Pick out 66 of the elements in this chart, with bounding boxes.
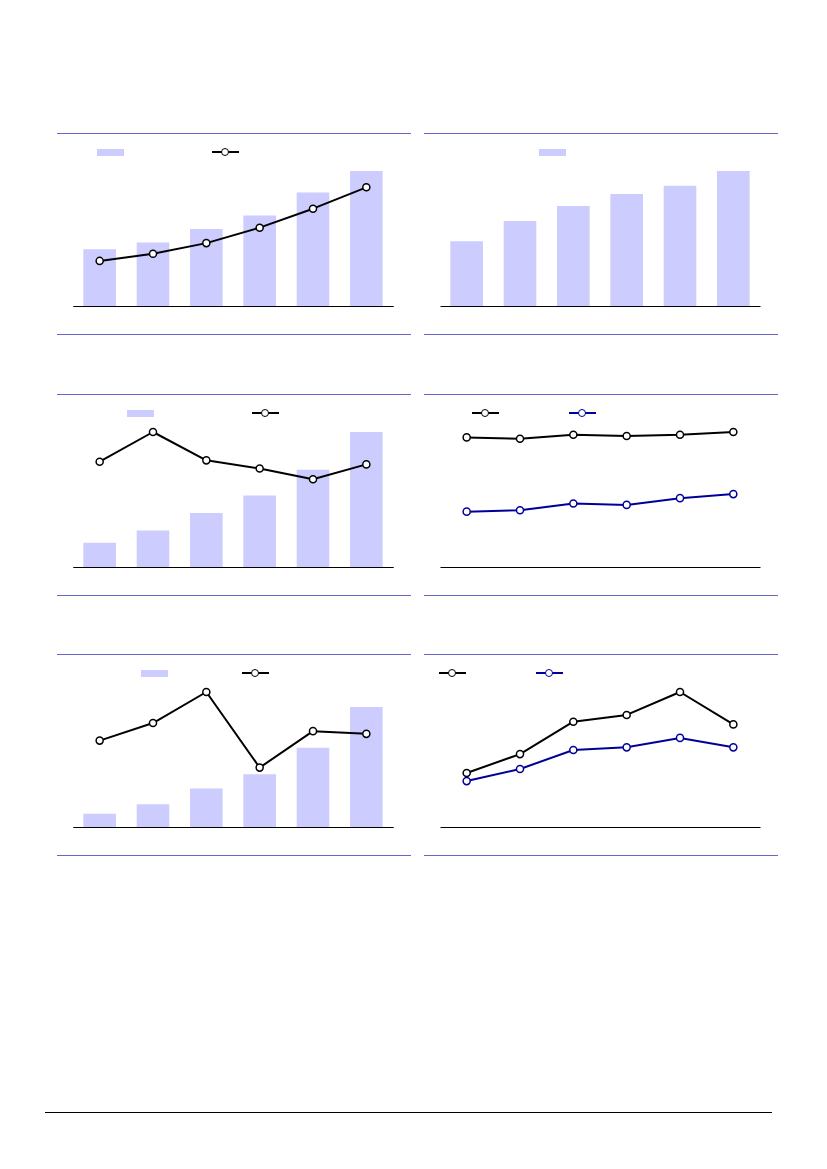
point <box>202 238 211 248</box>
point <box>675 430 685 439</box>
point <box>569 430 578 439</box>
bar <box>503 220 537 306</box>
point <box>462 776 471 786</box>
point <box>95 256 104 266</box>
point <box>255 763 264 772</box>
point <box>729 489 738 499</box>
point <box>95 736 104 745</box>
bar <box>243 774 276 827</box>
point <box>255 223 264 232</box>
bar <box>557 206 590 306</box>
point <box>462 768 471 778</box>
point <box>675 733 685 743</box>
bar <box>136 804 170 827</box>
point <box>622 500 631 510</box>
point <box>362 729 371 739</box>
bar <box>350 432 383 567</box>
bar <box>190 788 223 827</box>
point <box>362 183 371 192</box>
point <box>675 687 685 697</box>
point <box>729 720 738 729</box>
point <box>255 464 264 473</box>
bar <box>83 249 116 306</box>
point <box>515 434 525 444</box>
point <box>622 710 631 720</box>
bar <box>450 241 483 306</box>
bar <box>190 513 223 567</box>
point <box>569 499 578 508</box>
point <box>622 431 631 441</box>
bar <box>717 171 750 306</box>
point <box>515 764 525 774</box>
bar <box>136 530 170 567</box>
bar <box>83 542 116 567</box>
point <box>729 743 738 752</box>
point <box>462 433 471 442</box>
point <box>148 249 158 259</box>
bar <box>663 185 697 306</box>
point <box>569 745 578 755</box>
point <box>462 507 471 516</box>
point <box>308 726 318 736</box>
bar <box>296 469 330 567</box>
point <box>515 749 525 759</box>
point <box>308 204 318 213</box>
point <box>362 460 371 469</box>
point <box>515 506 525 515</box>
point <box>148 718 158 728</box>
point <box>95 457 104 466</box>
bar <box>610 193 643 306</box>
bar <box>350 706 383 827</box>
point <box>202 456 211 465</box>
bar <box>83 813 116 827</box>
bar <box>190 229 223 306</box>
bar <box>350 171 383 306</box>
point <box>622 743 631 752</box>
bar <box>136 242 170 306</box>
point <box>729 427 738 437</box>
point <box>675 493 685 503</box>
bar <box>243 495 276 567</box>
point <box>308 474 318 484</box>
point <box>148 427 158 437</box>
point <box>569 717 578 726</box>
point <box>202 687 211 697</box>
bar <box>296 192 330 306</box>
bar <box>243 215 276 306</box>
bar <box>296 747 330 827</box>
